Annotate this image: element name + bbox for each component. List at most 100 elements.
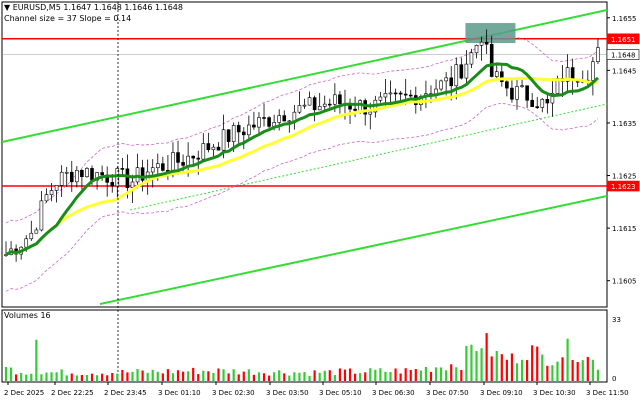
candle-body [100, 172, 104, 176]
candle-body [287, 120, 292, 123]
volume-bars [4, 333, 600, 381]
candle-body [90, 168, 94, 181]
candle-body [591, 61, 595, 81]
candle-body [206, 143, 211, 151]
candle-body [494, 71, 499, 77]
candle-body [267, 117, 271, 127]
price-tick-label: 1.1625 [612, 173, 637, 181]
candle-body [383, 93, 388, 98]
candle-body [403, 93, 408, 96]
candle-body [500, 71, 504, 82]
candle-body [505, 81, 509, 89]
candle-body [247, 124, 251, 136]
candle-body [120, 168, 125, 170]
time-tick-label: 2 Dec 2025 [4, 389, 44, 397]
candle-body [489, 43, 494, 77]
candle-body [540, 99, 545, 108]
candle-body [338, 94, 342, 105]
time-tick-label: 3 Dec 06:30 [372, 389, 415, 397]
time-tick-label: 3 Dec 11:50 [586, 389, 629, 397]
candle-body [196, 157, 201, 160]
time-tick-label: 3 Dec 03:50 [266, 389, 309, 397]
price-tick-label: 1.1645 [612, 67, 637, 75]
time-tick-label: 3 Dec 07:50 [426, 389, 469, 397]
candle-body [302, 104, 307, 107]
candle-body [262, 117, 266, 119]
candle-body [545, 99, 550, 104]
candle-body [110, 182, 115, 187]
resistance-zone-box [465, 23, 516, 44]
candle-body [64, 171, 69, 174]
candle-body [257, 117, 261, 128]
candle-body [226, 129, 231, 142]
candle-body [459, 64, 464, 79]
price-tick-label: 1.1605 [612, 278, 637, 286]
channel-lower-line [99, 195, 608, 305]
volume-tick-label: 33 [612, 316, 621, 324]
time-tick-label: 2 Dec 23:45 [104, 389, 147, 397]
candle-body [525, 85, 529, 101]
time-tick-label: 3 Dec 09:10 [480, 389, 523, 397]
volume-text: Volumes 16 [4, 311, 51, 320]
candle-body [236, 125, 241, 133]
candle-body [535, 106, 540, 108]
candle-body [49, 190, 54, 195]
volume-tick-label: 0 [612, 375, 616, 383]
candle-body [69, 171, 74, 183]
candle-body [464, 63, 469, 79]
candle-body [176, 152, 180, 163]
time-tick-label: 3 Dec 10:30 [533, 389, 576, 397]
chart-header: ▼ EURUSD,M5 1.1647 1.1648 1.1646 1.1648 [4, 3, 183, 12]
candle-body [161, 163, 165, 171]
candle-body [24, 238, 29, 248]
candle-body [130, 181, 135, 189]
candle-body [449, 77, 454, 87]
level-label: 1.1648 [611, 52, 636, 60]
candle-body [317, 106, 322, 111]
candle-body [565, 67, 570, 82]
candle-body [292, 111, 297, 122]
candle-body [388, 92, 393, 95]
candle-body [277, 115, 282, 123]
level-label: 1.1651 [611, 36, 636, 44]
candle-body [297, 105, 302, 113]
candle-body [307, 97, 312, 106]
time-tick-label: 3 Dec 01:10 [158, 389, 201, 397]
candle-body [454, 64, 459, 87]
candle-body [322, 103, 327, 107]
candle-body [474, 45, 479, 54]
candle-body [125, 168, 130, 189]
channel-mid-line [129, 103, 608, 211]
level-label-box [606, 49, 640, 60]
price-tick-label: 1.1615 [612, 225, 637, 233]
candle-body [439, 80, 443, 90]
candle-body [191, 155, 195, 159]
time-tick-label: 2 Dec 22:25 [51, 389, 94, 397]
candle-body [241, 131, 246, 136]
candle-body [252, 124, 256, 128]
candle-body [378, 96, 383, 101]
candle-body [368, 111, 373, 115]
time-tick-label: 3 Dec 02:30 [212, 389, 255, 397]
volume-label: Volumes 16 [4, 311, 51, 320]
candle-body [171, 152, 175, 172]
candle-body [181, 162, 185, 166]
candle-body [80, 170, 84, 178]
candle-body [150, 167, 155, 173]
envelope-upper [5, 34, 599, 224]
ohlc-label: 1.1647 1.1648 1.1646 1.1648 [63, 3, 183, 12]
candles [4, 29, 600, 262]
candle-body [408, 94, 413, 97]
dropdown-arrow-icon[interactable]: ▼ [4, 3, 11, 12]
time-tick-label: 3 Dec 05:10 [319, 389, 362, 397]
candle-body [211, 146, 216, 151]
candle-body [140, 167, 145, 181]
candle-body [312, 97, 317, 111]
indicator-label: Channel size = 37 Slope = 0.14 [4, 14, 131, 23]
indicator-text: Channel size = 37 Slope = 0.14 [4, 14, 132, 23]
candle-body [216, 146, 221, 151]
candle-body [75, 170, 79, 183]
volume-pane-frame [1, 309, 608, 383]
candle-body [282, 115, 287, 122]
